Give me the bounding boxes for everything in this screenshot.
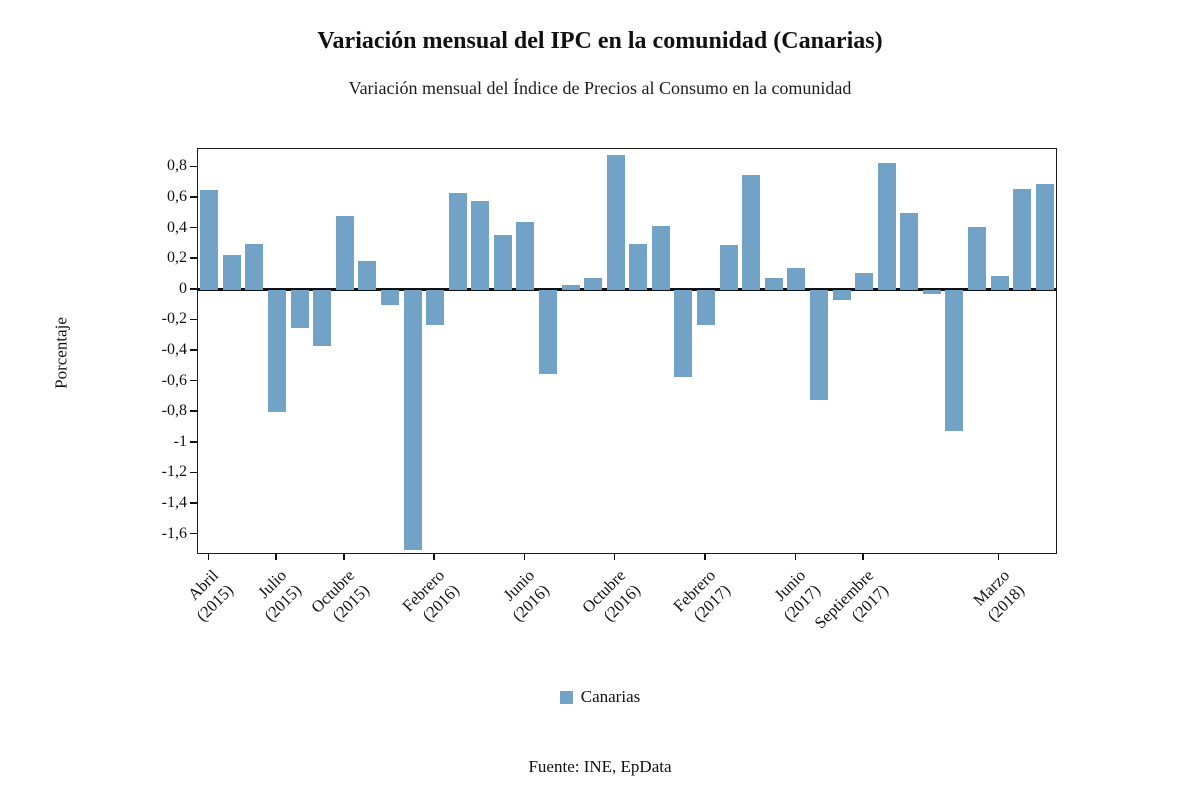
y-tick-mark [190,165,197,168]
bar-abril-2016 [471,201,490,290]
bar-febrero-2017 [697,289,716,325]
x-tick-mark [613,553,616,560]
bar-junio-2015 [245,243,264,290]
bar-marzo-2016 [448,193,467,290]
y-tick-label: 0,2 [167,249,187,267]
y-tick-mark [190,379,197,382]
chart-subtitle: Variación mensual del Índice de Precios … [348,78,852,98]
y-tick-label: -0,2 [161,310,187,328]
y-tick-label: 0,6 [167,187,187,205]
y-tick-label: -0,6 [161,371,187,389]
x-tick-mark [704,553,706,560]
bar-septiembre-2015 [313,289,332,347]
bar-septiembre-2016 [584,277,603,290]
y-tick-label: 0,4 [167,218,187,236]
y-tick-label: 0,8 [167,157,187,175]
x-tick-mark [207,553,210,560]
bar-mayo-2018 [1035,184,1054,290]
bar-noviembre-2017 [900,213,919,290]
y-tick-mark [190,349,197,351]
bar-abril-2015 [200,190,219,290]
bar-mayo-2016 [493,234,512,290]
bar-febrero-2018 [967,227,986,290]
bar-enero-2016 [403,289,422,550]
bar-abril-2017 [742,175,761,290]
x-tick-mark [275,553,277,560]
x-tick-mark [433,553,435,560]
bar-octubre-2017 [877,162,896,290]
bar-febrero-2016 [426,289,445,325]
bar-diciembre-2015 [380,289,399,306]
bar-enero-2018 [945,289,964,431]
plot-area [197,148,1057,554]
bar-noviembre-2016 [629,243,648,290]
y-tick-mark [190,502,197,504]
bar-mayo-2015 [222,254,241,290]
x-tick-mark [862,553,864,560]
bar-diciembre-2016 [651,225,670,290]
bar-marzo-2017 [719,245,738,290]
bar-marzo-2018 [990,276,1009,290]
y-tick-label: -0,4 [161,341,187,358]
legend-label: Canarias [580,687,641,706]
y-tick-label: -1 [173,432,187,450]
bar-octubre-2016 [606,155,625,290]
bar-julio-2017 [809,289,828,400]
source-caption: Fuente: INE, EpData [528,757,672,776]
bar-enero-2017 [674,289,693,377]
bar-junio-2017 [787,268,806,290]
y-tick-label: 0 [179,279,187,297]
y-tick-mark [190,196,197,198]
y-tick-mark [190,226,197,229]
bar-agosto-2016 [561,285,580,290]
bar-junio-2016 [516,222,535,290]
y-tick-label: -1,2 [161,463,187,481]
legend: Canarias [0,687,1200,707]
bar-octubre-2015 [335,216,354,290]
y-tick-mark [190,532,197,535]
bar-julio-2015 [268,289,287,413]
legend-swatch-canarias [559,690,573,704]
x-tick-mark [523,553,526,560]
y-tick-mark [190,257,197,259]
bar-julio-2016 [538,289,557,374]
y-tick-mark [190,471,197,474]
x-tick-mark [343,553,345,560]
y-tick-mark [190,288,197,290]
x-tick-mark [794,553,797,560]
chart-title: Variación mensual del IPC en la comunida… [317,28,883,54]
bar-diciembre-2017 [922,289,941,295]
y-tick-mark [190,318,197,321]
y-tick-mark [190,441,197,443]
zero-axis-line [198,288,1056,292]
bar-noviembre-2015 [358,260,377,290]
bar-mayo-2017 [764,277,783,290]
y-tick-label: -1,6 [161,524,187,542]
y-tick-mark [190,410,197,412]
bar-septiembre-2017 [855,272,874,290]
x-tick-mark [997,553,1000,560]
bar-agosto-2015 [290,289,309,329]
bar-abril-2018 [1013,188,1032,290]
y-tick-label: -1,4 [161,494,187,512]
bar-agosto-2017 [832,289,851,301]
y-tick-label: -0,8 [161,402,187,420]
